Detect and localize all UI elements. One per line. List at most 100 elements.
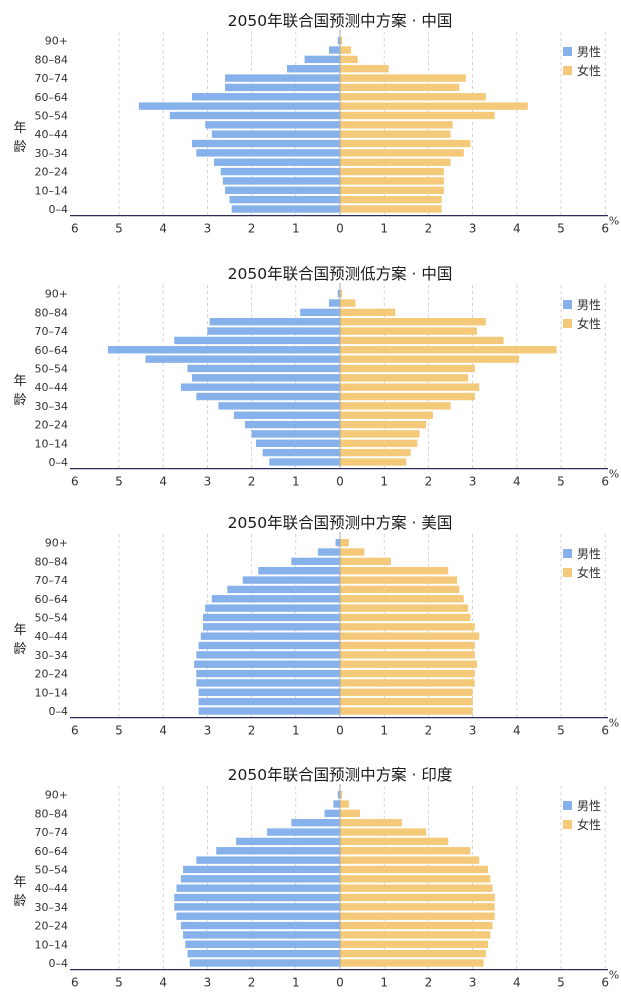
age-tick-label: 80–84 (35, 807, 69, 820)
chart-title: 2050年联合国预测中方案 · 美国 (228, 514, 453, 532)
age-tick-label: 20–24 (35, 166, 69, 179)
female-bar (340, 790, 343, 799)
legend-label-female: 女性 (577, 63, 601, 78)
male-bar (196, 669, 340, 678)
male-bar (304, 55, 340, 64)
x-tick-label: 0 (336, 976, 344, 990)
y-axis-label: 龄 (13, 140, 26, 155)
female-bar (340, 411, 433, 419)
age-tick-label: 10–14 (35, 437, 69, 450)
x-tick-label: 1 (380, 724, 388, 738)
male-bar (205, 604, 340, 612)
age-tick-label: 0–4 (49, 456, 69, 469)
male-bar (207, 327, 340, 335)
age-tick-label: 90+ (45, 35, 68, 48)
female-bar (340, 613, 471, 622)
female-bar (340, 632, 480, 640)
male-bar (196, 856, 340, 864)
female-bar (340, 139, 471, 148)
x-tick-label: 0 (336, 724, 344, 738)
female-bar (340, 55, 358, 64)
female-bar (340, 364, 475, 373)
female-bar (340, 355, 520, 363)
female-bar (340, 912, 495, 920)
male-bar (183, 865, 340, 874)
female-bar (340, 884, 493, 892)
male-bar (174, 903, 340, 911)
male-bar (194, 660, 340, 668)
female-bar (340, 837, 449, 846)
female-bar (340, 595, 464, 603)
x-tick-label: 4 (159, 222, 167, 236)
male-bar (337, 36, 340, 45)
male-bar (169, 111, 340, 120)
male-bar (269, 458, 340, 466)
age-tick-label: 90+ (45, 288, 68, 301)
population-pyramid-chart: 2050年联合国预测中方案 · 美国 0–4 10–14 20–24 30–34 40–4… (13, 514, 619, 738)
female-bar (340, 903, 495, 911)
legend-label-male: 男性 (577, 547, 601, 561)
age-tick-label: 30–34 (35, 649, 69, 662)
female-bar (340, 865, 489, 874)
x-tick-label: 5 (115, 222, 123, 236)
x-tick-label: 2 (248, 976, 256, 990)
female-bar (340, 121, 453, 129)
x-tick-label: 4 (513, 222, 521, 236)
female-bar (340, 809, 360, 818)
x-tick-label: 5 (115, 475, 123, 489)
age-tick-label: 60–64 (35, 91, 69, 104)
legend-swatch-male (563, 300, 572, 309)
x-tick-label: 2 (425, 724, 433, 738)
male-bar (180, 921, 340, 930)
male-bar (335, 538, 340, 547)
female-bar (340, 177, 444, 185)
age-tick-label: 0–4 (49, 957, 69, 970)
legend-label-male: 男性 (577, 298, 601, 312)
legend-label-female: 女性 (577, 316, 601, 331)
male-bar (198, 697, 340, 706)
male-bar (222, 177, 340, 185)
female-bar (340, 679, 475, 687)
x-axis-unit: % (609, 717, 619, 730)
female-bar (340, 111, 495, 120)
x-tick-label: 6 (601, 222, 609, 236)
male-bar (145, 355, 340, 363)
male-bar (256, 439, 340, 447)
x-tick-label: 3 (469, 724, 477, 738)
x-tick-label: 3 (204, 475, 212, 489)
female-bar (340, 660, 478, 668)
male-bar (138, 102, 340, 110)
chart-title: 2050年联合国预测低方案 · 中国 (228, 265, 453, 283)
female-bar (340, 940, 489, 948)
male-bar (211, 130, 340, 138)
male-bar (191, 139, 340, 148)
x-tick-label: 5 (557, 976, 565, 990)
male-bar (216, 847, 340, 855)
legend-label-female: 女性 (577, 565, 601, 580)
female-bar (340, 102, 528, 110)
male-bar (211, 595, 340, 603)
female-bar (340, 893, 495, 902)
male-bar (196, 679, 340, 687)
male-bar (198, 707, 340, 715)
female-bar (340, 697, 473, 706)
female-bar (340, 167, 444, 176)
population-pyramid-chart: 2050年联合国预测中方案 · 中国 0–4 10–14 20–24 30–34 40–4… (13, 12, 619, 236)
age-tick-label: 20–24 (35, 668, 69, 681)
female-bar (340, 623, 475, 631)
legend-swatch-male (563, 47, 572, 56)
male-bar (225, 74, 340, 82)
age-tick-label: 90+ (45, 789, 68, 802)
male-bar (218, 402, 340, 410)
x-tick-label: 4 (513, 976, 521, 990)
female-bar (340, 875, 491, 883)
age-tick-label: 20–24 (35, 920, 69, 933)
male-bar (187, 949, 340, 958)
female-bar (340, 46, 352, 54)
male-bar (191, 93, 340, 101)
male-bar (227, 585, 340, 594)
x-tick-label: 4 (513, 724, 521, 738)
male-bar (251, 430, 340, 438)
age-tick-label: 60–64 (35, 344, 69, 357)
male-bar (209, 318, 340, 326)
